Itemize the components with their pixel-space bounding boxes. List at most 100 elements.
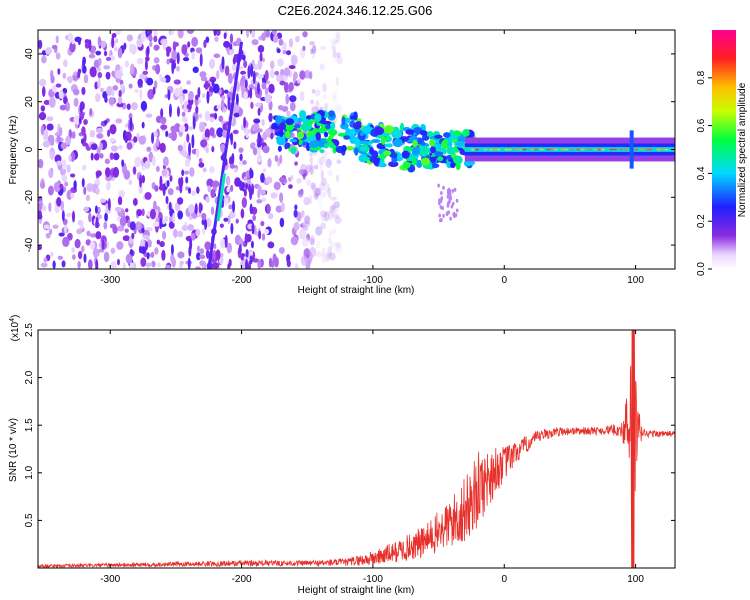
spectrogram-noise-streak [257,132,261,144]
spectrogram-noise-speck [329,204,336,214]
spectrogram-signal-blob [392,138,403,148]
spectrogram-noise-speck [310,99,314,105]
spectrogram-noise-streak [232,200,236,213]
spectrogram-noise-streak [123,42,127,50]
spectrogram-signal-blob [446,146,455,155]
spectrogram-noise-streak [191,134,195,149]
snr-y-ticks: 0.5 1.0 1.5 2.0 2.5 [24,323,675,527]
spectrogram-noise-speck [145,113,153,118]
spectrogram-noise-streak [159,175,163,189]
spectrogram-noise-speck [325,158,332,168]
spectrogram-noise-speck [298,229,306,240]
spectrogram-noise-speck [71,40,75,45]
spectrogram-noise-streak [244,232,248,247]
spectrogram-noise-speck [73,97,79,107]
spectrogram-noise-speck [256,199,263,204]
spectrogram-noise-streak [57,68,61,75]
spectrogram-noise-speck [161,249,166,261]
spectrogram-noise-speck [126,34,134,42]
spectrogram-noise-streak [227,96,231,111]
spectrogram-noise-speck [322,247,326,257]
spectrogram-signal-blob [285,118,295,126]
spectrogram-noise-speck [310,182,316,190]
spectrogram-tail-speck [437,183,440,188]
spectrogram-noise-speck [83,206,90,213]
spectrogram-line-peak [522,148,527,151]
spectrogram-noise-speck [53,181,61,193]
spectrogram-noise-speck [189,167,195,177]
spectrogram-noise-speck [162,39,167,50]
spectrogram-y-label: Frequency (Hz) [8,116,19,185]
spectrogram-noise-streak [170,244,174,255]
spectrogram-noise-speck [186,103,192,110]
spectrogram-noise-speck [214,36,219,42]
y-tick-label: 2.5 [24,323,35,337]
spectrogram-tail-speck [446,194,450,199]
spectrogram-noise-speck [223,89,229,94]
spectrogram-noise-speck [55,35,59,44]
spectrogram-noise-speck [253,118,261,124]
spectrogram-tail-speck [438,213,442,218]
spectrogram-noise-speck [174,87,181,97]
spectrogram-noise-speck [141,166,146,171]
spectrogram-noise-streak [187,187,191,194]
spectrogram-noise-streak [167,89,171,101]
spectrogram-noise-speck [290,54,298,66]
spectrogram-noise-speck [169,30,175,35]
spectrogram-noise-speck [216,104,223,110]
spectrogram-noise-speck [327,210,335,221]
spectrogram-noise-speck [77,250,83,260]
spectrogram-noise-speck [153,35,158,43]
spectrogram-noise-speck [205,249,210,259]
spectrogram-noise-speck [89,108,93,117]
spectrogram-noise-streak [233,141,237,150]
spectrogram-noise-streak [187,41,191,48]
spectrogram-noise-speck [114,70,123,79]
spectrogram-noise-speck [183,141,187,152]
spectrogram-noise-speck [119,216,127,227]
spectrogram-noise-speck [190,232,196,241]
spectrogram-noise-speck [196,245,200,252]
spectrogram-noise-speck [126,103,131,110]
spectrogram-signal-blob [420,157,431,166]
spectrogram-noise-speck [71,247,76,253]
spectrogram-noise-streak [141,121,145,129]
spectrogram-noise-speck [77,260,81,269]
spectrogram-noise-speck [251,206,258,215]
spectrogram-noise-speck [227,215,231,225]
spectrogram-noise-speck [141,174,146,184]
spectrogram-line-peak [645,148,650,151]
spectrogram-line-peak [546,148,551,151]
spectrogram-noise-speck [43,128,49,140]
spectrogram-noise-speck [100,87,104,93]
spectrogram-noise-streak [245,258,249,269]
spectrogram-noise-speck [201,261,207,269]
spectrogram-noise-speck [229,33,234,44]
spectrogram-noise-speck [248,251,254,256]
spectrogram-tail-speck [453,214,456,219]
spectrogram-signal-blob [298,138,303,146]
spectrogram-noise-speck [195,94,199,100]
spectrogram-noise-speck [286,110,291,117]
snr-x-ticks: -300 -200 -100 0 100 [100,330,644,585]
spectrogram-noise-speck [38,158,44,169]
spectrogram-signal-blob [277,145,282,152]
spectrogram-noise-speck [50,251,54,257]
spectrogram-signal-blob [323,131,329,138]
spectrogram-noise-speck [130,63,135,75]
spectrogram-noise-speck [176,65,180,72]
spectrogram-noise-speck [95,231,102,240]
spectrogram-noise-speck [199,254,206,260]
spectrogram-signal-blob [279,128,284,138]
spectrogram-noise-speck [202,227,206,235]
spectrogram-signal-blob [374,126,385,135]
spectrogram-noise-streak [179,182,183,194]
spectrogram-noise-streak [204,218,208,230]
spectrogram-noise-speck [315,250,323,258]
spectrogram-noise-speck [117,196,123,206]
spectrogram-line-peak [593,148,598,151]
spectrogram-noise-speck [264,128,272,136]
spectrogram-noise-speck [313,164,319,170]
spectrogram-noise-speck [306,179,311,186]
spectrogram-noise-speck [122,262,126,269]
